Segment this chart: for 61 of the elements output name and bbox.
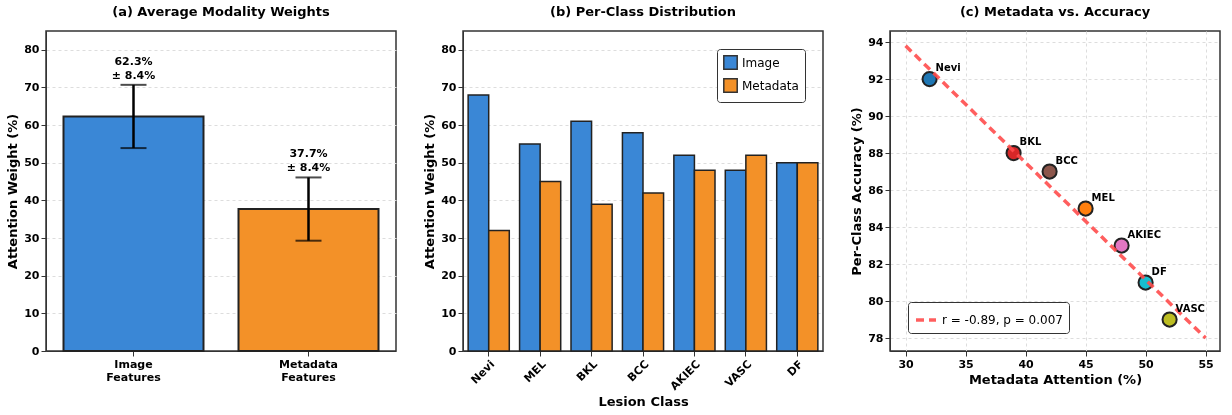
y-tick-label: 80 bbox=[441, 43, 457, 57]
chart-title: (b) Per-Class Distribution bbox=[549, 4, 737, 19]
y-tick-label: 60 bbox=[441, 118, 457, 132]
y-tick-label: 50 bbox=[441, 156, 457, 170]
y-tick-label: 0 bbox=[448, 344, 457, 358]
y-tick-label: 50 bbox=[24, 156, 40, 170]
legend-label: r = -0.89, p = 0.007 bbox=[942, 313, 1063, 327]
y-tick-label: 80 bbox=[24, 43, 40, 57]
y-tick-label: 70 bbox=[441, 80, 457, 94]
x-axis-title: Lesion Class bbox=[598, 394, 689, 410]
annotation: AKIEC bbox=[1127, 228, 1161, 240]
x-tick-label: 35 bbox=[958, 357, 974, 371]
x-axis-title: Metadata Attention (%) bbox=[968, 371, 1143, 387]
chart-title: (a) Average Modality Weights bbox=[112, 4, 331, 19]
y-tick-label: 40 bbox=[441, 193, 457, 207]
y-tick-label: 90 bbox=[868, 109, 884, 123]
y-axis-title: Per-Class Accuracy (%) bbox=[849, 107, 865, 276]
y-tick-label: 92 bbox=[868, 72, 884, 86]
annotation: MEL bbox=[1091, 191, 1116, 203]
x-tick-label: 50 bbox=[1138, 357, 1155, 371]
point bbox=[1161, 311, 1178, 328]
annotation: DF bbox=[1151, 265, 1167, 277]
x-tick-label: 30 bbox=[898, 357, 915, 371]
annotation: BKL bbox=[1019, 136, 1042, 148]
legend-label: Image bbox=[742, 55, 780, 70]
y-tick-label: 20 bbox=[441, 269, 457, 283]
y-axis-title: Attention Weight (%) bbox=[422, 113, 438, 270]
y-axis-title: Attention Weight (%) bbox=[5, 113, 21, 270]
y-tick-label: 20 bbox=[24, 269, 40, 283]
point bbox=[1113, 237, 1130, 254]
y-tick-label: 82 bbox=[868, 257, 884, 271]
y-tick-label: 30 bbox=[441, 231, 457, 245]
point bbox=[1041, 163, 1058, 180]
legend-label: Metadata bbox=[742, 78, 799, 93]
annotation: BCC bbox=[1055, 154, 1078, 166]
y-tick-label: 40 bbox=[24, 193, 40, 207]
y-tick-label: 84 bbox=[868, 220, 884, 234]
y-tick-label: 10 bbox=[441, 306, 457, 320]
y-tick-label: 88 bbox=[868, 146, 884, 160]
data-label: 62.3% ± 8.4% bbox=[111, 54, 156, 82]
y-tick-label: 60 bbox=[24, 118, 40, 132]
annotation: Nevi bbox=[935, 62, 961, 74]
y-tick-label: 70 bbox=[24, 80, 40, 94]
x-tick-label: 45 bbox=[1078, 357, 1094, 371]
y-tick-label: 94 bbox=[868, 35, 884, 49]
chart-title: (c) Metadata vs. Accuracy bbox=[959, 4, 1151, 19]
y-tick-label: 0 bbox=[31, 344, 40, 358]
y-tick-label: 80 bbox=[868, 294, 884, 308]
data-label: 37.7% ± 8.4% bbox=[286, 147, 331, 175]
y-tick-label: 10 bbox=[24, 306, 40, 320]
x-tick-label: Image Features bbox=[106, 357, 162, 384]
x-tick-label: 55 bbox=[1198, 357, 1214, 371]
x-tick-label: 40 bbox=[1018, 357, 1035, 371]
annotation: VASC bbox=[1175, 302, 1205, 314]
point bbox=[1077, 200, 1094, 217]
y-tick-label: 78 bbox=[868, 331, 884, 345]
y-tick-label: 86 bbox=[868, 183, 884, 197]
x-tick-label: Metadata Features bbox=[278, 357, 339, 384]
y-tick-label: 30 bbox=[24, 231, 40, 245]
x-tick-label: DF bbox=[784, 357, 806, 379]
point bbox=[921, 71, 938, 88]
